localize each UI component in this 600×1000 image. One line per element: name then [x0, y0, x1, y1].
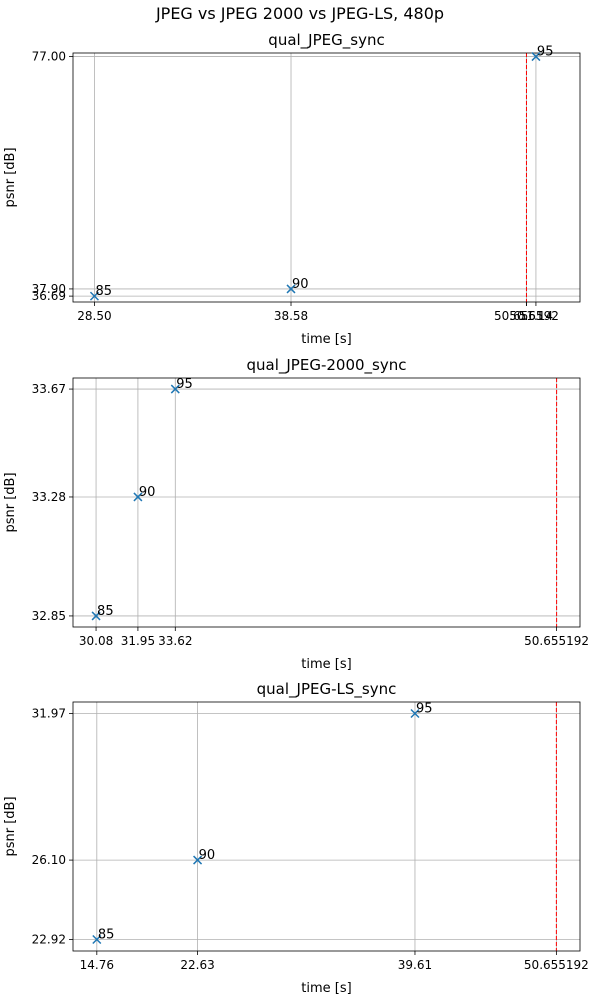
x-tick-label: 22.63 — [180, 958, 214, 972]
data-point — [410, 708, 420, 719]
point-label: 85 — [95, 284, 112, 299]
y-tick-label: 33.67 — [32, 382, 66, 396]
x-tick-label: 31.95 — [121, 634, 155, 648]
x-tick-label: 50.65 — [509, 309, 543, 323]
data-point — [91, 611, 101, 621]
x-axis-label: time [s] — [301, 332, 351, 347]
point-marker-stroke — [193, 855, 203, 865]
subplot-title: qual_JPEG-LS_sync — [257, 680, 397, 699]
data-point — [133, 492, 143, 502]
axes-frame — [72, 52, 581, 303]
data-point — [193, 855, 203, 865]
x-tick-label: 14.76 — [80, 958, 114, 972]
x-tick-label: 50.655192 — [524, 958, 589, 972]
y-tick-label: 26.10 — [32, 853, 66, 867]
y-tick-label: 77.00 — [32, 50, 66, 64]
point-marker-stroke — [89, 291, 99, 301]
figure-title: JPEG vs JPEG 2000 vs JPEG-LS, 480p — [155, 4, 444, 23]
point-marker-stroke — [170, 384, 180, 394]
y-tick-label: 37.90 — [32, 282, 66, 296]
y-tick-label: 22.92 — [32, 933, 66, 947]
x-tick-label: 39.61 — [398, 958, 432, 972]
y-axis-label: psnr [dB] — [3, 796, 18, 856]
y-axis-label: psnr [dB] — [3, 147, 18, 207]
point-marker-stroke — [410, 708, 420, 719]
subplot-title: qual_JPEG-2000_sync — [247, 356, 407, 375]
y-axis-label: psnr [dB] — [3, 472, 18, 532]
x-axis-label: time [s] — [301, 981, 351, 996]
y-tick-label: 36.69 — [32, 289, 66, 303]
point-label: 90 — [139, 485, 156, 500]
point-marker-stroke — [91, 611, 101, 621]
data-point — [531, 52, 541, 62]
data-point — [92, 934, 102, 945]
y-tick-label: 32.85 — [32, 609, 66, 623]
x-tick-label: 33.62 — [158, 634, 192, 648]
axes-frame — [72, 701, 581, 952]
point-marker-stroke — [92, 934, 102, 945]
x-tick-label: 30.08 — [79, 634, 113, 648]
point-label: 95 — [416, 701, 433, 716]
point-marker-stroke — [531, 52, 541, 62]
data-point — [286, 284, 296, 294]
subplot-1: qual_JPEG_sync 28.50 38.58 50.65519250.6551… — [3, 31, 581, 347]
point-marker-stroke — [286, 284, 296, 294]
y-tick-label: 31.97 — [32, 706, 66, 720]
x-axis-label: time [s] — [301, 657, 351, 672]
y-tick-label: 33.28 — [32, 490, 66, 504]
point-label: 85 — [98, 928, 115, 943]
point-label: 95 — [537, 45, 554, 60]
point-label: 90 — [292, 277, 309, 292]
x-tick-label: 51.14 — [519, 309, 553, 323]
data-point — [89, 291, 99, 301]
point-marker-stroke — [133, 492, 143, 502]
data-point — [170, 384, 180, 394]
x-tick-label: 50.655192 — [524, 634, 589, 648]
subplot-title: qual_JPEG_sync — [268, 31, 384, 50]
subplot-2: qual_JPEG-2000_sync 30.08 31.95 33.62 50.655… — [3, 356, 589, 672]
point-label: 85 — [97, 604, 114, 619]
subplot-3: qual_JPEG-LS_sync 14.76 22.63 39.61 50.65519… — [3, 680, 589, 996]
point-label: 95 — [176, 377, 193, 392]
point-label: 90 — [199, 848, 216, 863]
axes-frame — [72, 377, 581, 628]
x-tick-label: 50.655192 — [494, 309, 559, 323]
x-tick-label: 28.50 — [77, 309, 111, 323]
x-tick-label: 38.58 — [274, 309, 308, 323]
